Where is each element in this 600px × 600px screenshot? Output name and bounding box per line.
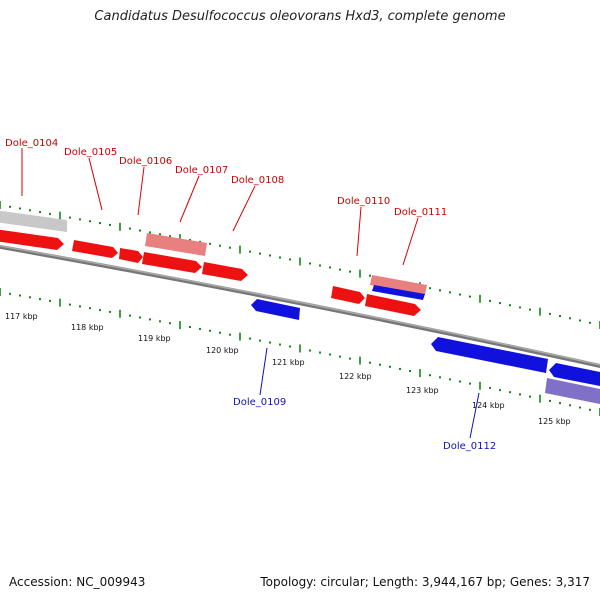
gene-shape-dole-0111-light[interactable] — [370, 275, 427, 295]
gene-shape-reverse-a[interactable] — [431, 337, 548, 373]
scale-label: 123 kbp — [406, 386, 439, 395]
scale-label: 125 kbp — [538, 417, 571, 426]
gene-shape-forward-c[interactable] — [119, 248, 143, 263]
gene-label[interactable]: Dole_0104 — [5, 138, 58, 149]
gene-label[interactable]: Dole_0111 — [394, 207, 447, 218]
gene-label-lines — [21, 148, 480, 439]
gene-label[interactable]: Dole_0108 — [231, 175, 284, 186]
gene-shape-dole-0111-reverse[interactable] — [372, 285, 425, 300]
scale-label: 121 kbp — [272, 358, 305, 367]
scale-labels: 117 kbp 118 kbp 119 kbp 120 kbp 121 kbp … — [5, 312, 571, 426]
scale-label: 120 kbp — [206, 346, 239, 355]
scale-label: 122 kbp — [339, 372, 372, 381]
gene-shape-forward-e[interactable] — [202, 262, 248, 281]
gene-shape-dole-0112-light[interactable] — [545, 378, 600, 405]
gene-label[interactable]: Dole_0109 — [233, 397, 286, 408]
accession-text: Accession: NC_009943 — [9, 575, 146, 589]
gene-shape-forward-f[interactable] — [331, 286, 365, 304]
scale-label: 124 kbp — [472, 401, 505, 410]
gene-label[interactable]: Dole_0112 — [443, 441, 496, 452]
gene-shape-dole-0109[interactable] — [251, 299, 300, 320]
map-title: Candidatus Desulfococcus oleovorans Hxd3… — [94, 9, 506, 24]
gene-label[interactable]: Dole_0110 — [337, 196, 390, 207]
gene-shape-reverse-b[interactable] — [549, 363, 600, 387]
gene-shape-forward-a[interactable] — [0, 229, 64, 250]
gene-label[interactable]: Dole_0106 — [119, 156, 172, 167]
genome-backbone-highlight — [0, 245, 600, 366]
forward-genes — [0, 210, 427, 316]
scale-label: 119 kbp — [138, 334, 171, 343]
gene-shape-dole-0104-light[interactable] — [0, 210, 67, 232]
gene-label[interactable]: Dole_0105 — [64, 147, 117, 158]
gene-shape-dole-0107-light[interactable] — [145, 233, 207, 256]
gene-shape-forward-b[interactable] — [72, 240, 118, 258]
genome-summary-text: Topology: circular; Length: 3,944,167 bp… — [260, 575, 590, 589]
reverse-genes — [251, 285, 600, 405]
gene-shape-forward-g[interactable] — [365, 294, 421, 316]
lower-tick-ring — [0, 288, 600, 416]
genome-backbone — [0, 244, 600, 368]
gene-label[interactable]: Dole_0107 — [175, 165, 228, 176]
scale-label: 117 kbp — [5, 312, 38, 321]
gene-labels: Dole_0104 Dole_0105 Dole_0106 Dole_0107 … — [5, 138, 496, 452]
upper-tick-ring — [0, 201, 600, 329]
scale-label: 118 kbp — [71, 323, 104, 332]
gene-shape-forward-d[interactable] — [142, 252, 202, 273]
